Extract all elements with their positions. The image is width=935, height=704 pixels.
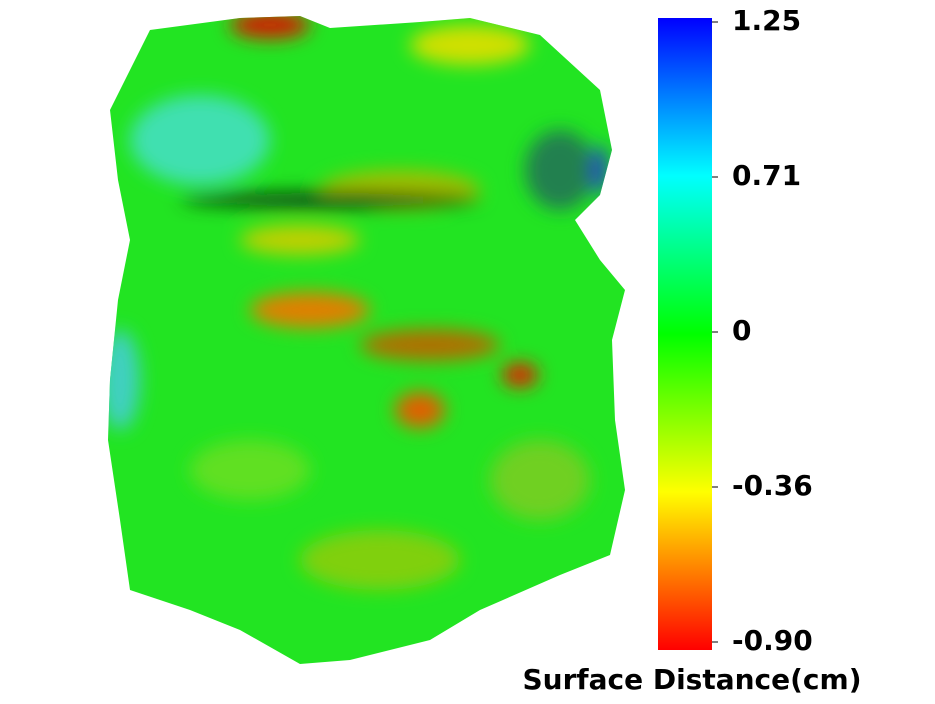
surface-mesh bbox=[108, 16, 625, 664]
tick-label: 0.71 bbox=[732, 159, 801, 192]
tick-label: 0 bbox=[732, 314, 751, 347]
tick-label: -0.36 bbox=[732, 469, 813, 502]
colorbar-title: Surface Distance(cm) bbox=[523, 663, 862, 696]
colorbar bbox=[658, 18, 712, 650]
tick-label: -0.90 bbox=[732, 624, 813, 657]
tick-label: 1.25 bbox=[732, 4, 801, 37]
